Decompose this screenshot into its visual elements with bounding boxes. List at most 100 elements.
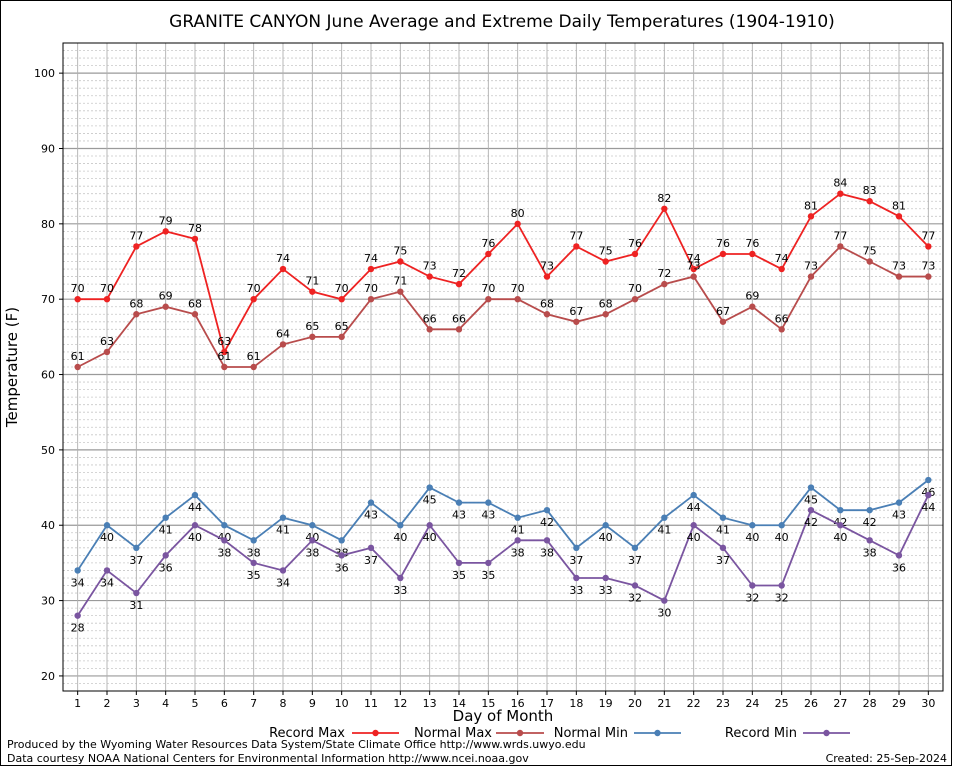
normal-max-point: [866, 258, 873, 265]
record-min-point: [191, 522, 199, 529]
record-max-data-label: 73: [423, 260, 437, 273]
record-min-data-label: 36: [335, 561, 349, 574]
normal-max-data-label: 67: [569, 305, 583, 318]
record-max-point: [514, 220, 521, 228]
normal-max-point: [807, 273, 815, 280]
normal-min-data-label: 43: [364, 509, 378, 522]
normal-max-data-label: 68: [188, 297, 202, 310]
record-max-data-label: 74: [364, 252, 378, 265]
normal-max-data-label: 70: [481, 282, 495, 295]
normal-max-point: [250, 363, 257, 371]
record-min-point: [338, 552, 345, 559]
normal-max-point: [74, 363, 81, 371]
normal-max-point: [631, 295, 639, 303]
normal-max-data-label: 68: [129, 297, 143, 310]
record-min-data-label: 44: [921, 501, 935, 514]
normal-max-data-label: 63: [100, 335, 114, 348]
record-min-point: [719, 544, 727, 552]
normal-min-data-label: 45: [423, 494, 437, 507]
record-min-point: [74, 612, 81, 619]
x-tick-label: 4: [162, 697, 169, 710]
record-min-data-label: 32: [775, 592, 789, 605]
record-max-point: [279, 265, 287, 273]
normal-min-point: [514, 514, 521, 521]
record-max-data-label: 63: [217, 335, 231, 348]
normal-min-data-label: 34: [71, 576, 85, 589]
record-max-data-label: 70: [335, 282, 349, 295]
record-max-series: 70 70 77 79 78 63 70 74 71 70 74 75 73 72 76 80 73 77 75 76…: [71, 177, 935, 356]
record-min-point: [103, 567, 111, 574]
y-tick-label: 100: [34, 67, 55, 80]
x-tick-label: 18: [569, 697, 583, 710]
normal-max-data-label: 75: [863, 245, 877, 258]
legend-label: Record Min: [725, 726, 797, 741]
normal-min-point: [191, 491, 199, 499]
record-min-point: [602, 574, 609, 582]
normal-max-point: [426, 326, 433, 333]
x-tick-label: 21: [657, 697, 671, 710]
normal-max-data-label: 66: [452, 312, 466, 325]
legend: Record Max Normal Max Normal Min Record Min: [269, 726, 850, 741]
record-min-point: [367, 544, 375, 552]
normal-min-data-label: 42: [540, 516, 554, 529]
normal-min-point: [309, 522, 316, 529]
x-tick-label: 14: [452, 697, 466, 710]
x-tick-label: 28: [863, 697, 877, 710]
normal-max-point: [103, 348, 111, 356]
normal-min-data-label: 43: [452, 509, 466, 522]
normal-max-data-label: 77: [833, 229, 847, 242]
record-max-point: [749, 250, 756, 258]
record-min-data-label: 40: [687, 531, 701, 544]
record-max-data-label: 77: [569, 229, 583, 242]
y-tick-label: 20: [41, 670, 55, 683]
normal-min-point: [631, 544, 639, 552]
normal-min-point: [103, 522, 111, 529]
record-min-data-label: 32: [628, 592, 642, 605]
record-max-point: [807, 213, 815, 220]
x-tick-label: 10: [335, 697, 349, 710]
y-tick-label: 80: [41, 218, 55, 231]
normal-max-point: [837, 243, 844, 250]
normal-min-data-label: 44: [687, 501, 701, 514]
record-max-point: [895, 213, 903, 220]
record-max-data-label: 81: [804, 199, 818, 212]
record-min-point: [309, 537, 316, 544]
record-max-point: [719, 250, 727, 258]
x-tick-label: 16: [511, 697, 525, 710]
normal-max-point: [719, 318, 727, 325]
record-min-data-label: 33: [393, 584, 407, 597]
normal-max-data-label: 68: [540, 297, 554, 310]
normal-max-point: [455, 326, 463, 333]
normal-min-point: [661, 514, 668, 521]
record-max-data-label: 82: [657, 192, 671, 205]
normal-max-point: [895, 273, 903, 280]
normal-max-data-label: 71: [393, 275, 407, 288]
normal-min-point: [543, 506, 551, 514]
record-max-point: [837, 190, 844, 197]
record-max-data-label: 74: [276, 252, 290, 265]
record-min-point: [925, 491, 932, 499]
normal-min-data-label: 42: [863, 516, 877, 529]
normal-max-data-label: 73: [687, 260, 701, 273]
normal-max-data-label: 70: [511, 282, 525, 295]
normal-max-data-label: 68: [599, 297, 613, 310]
normal-max-point: [133, 311, 140, 318]
record-min-point: [690, 522, 697, 529]
normal-max-data-label: 69: [745, 290, 759, 303]
record-max-data-label: 77: [129, 229, 143, 242]
normal-min-data-label: 37: [628, 554, 642, 567]
record-min-point: [397, 574, 404, 582]
normal-max-point: [367, 295, 375, 303]
normal-min-point: [279, 514, 287, 521]
normal-min-point: [807, 484, 815, 491]
grid-layer: [63, 42, 943, 692]
record-min-data-label: 42: [804, 516, 818, 529]
record-max-data-label: 70: [247, 282, 261, 295]
record-min-point: [455, 559, 463, 567]
normal-max-point: [397, 288, 404, 295]
record-min-data-label: 40: [423, 531, 437, 544]
record-min-data-label: 37: [716, 554, 730, 567]
normal-min-data-label: 37: [569, 554, 583, 567]
record-max-point: [367, 265, 375, 273]
